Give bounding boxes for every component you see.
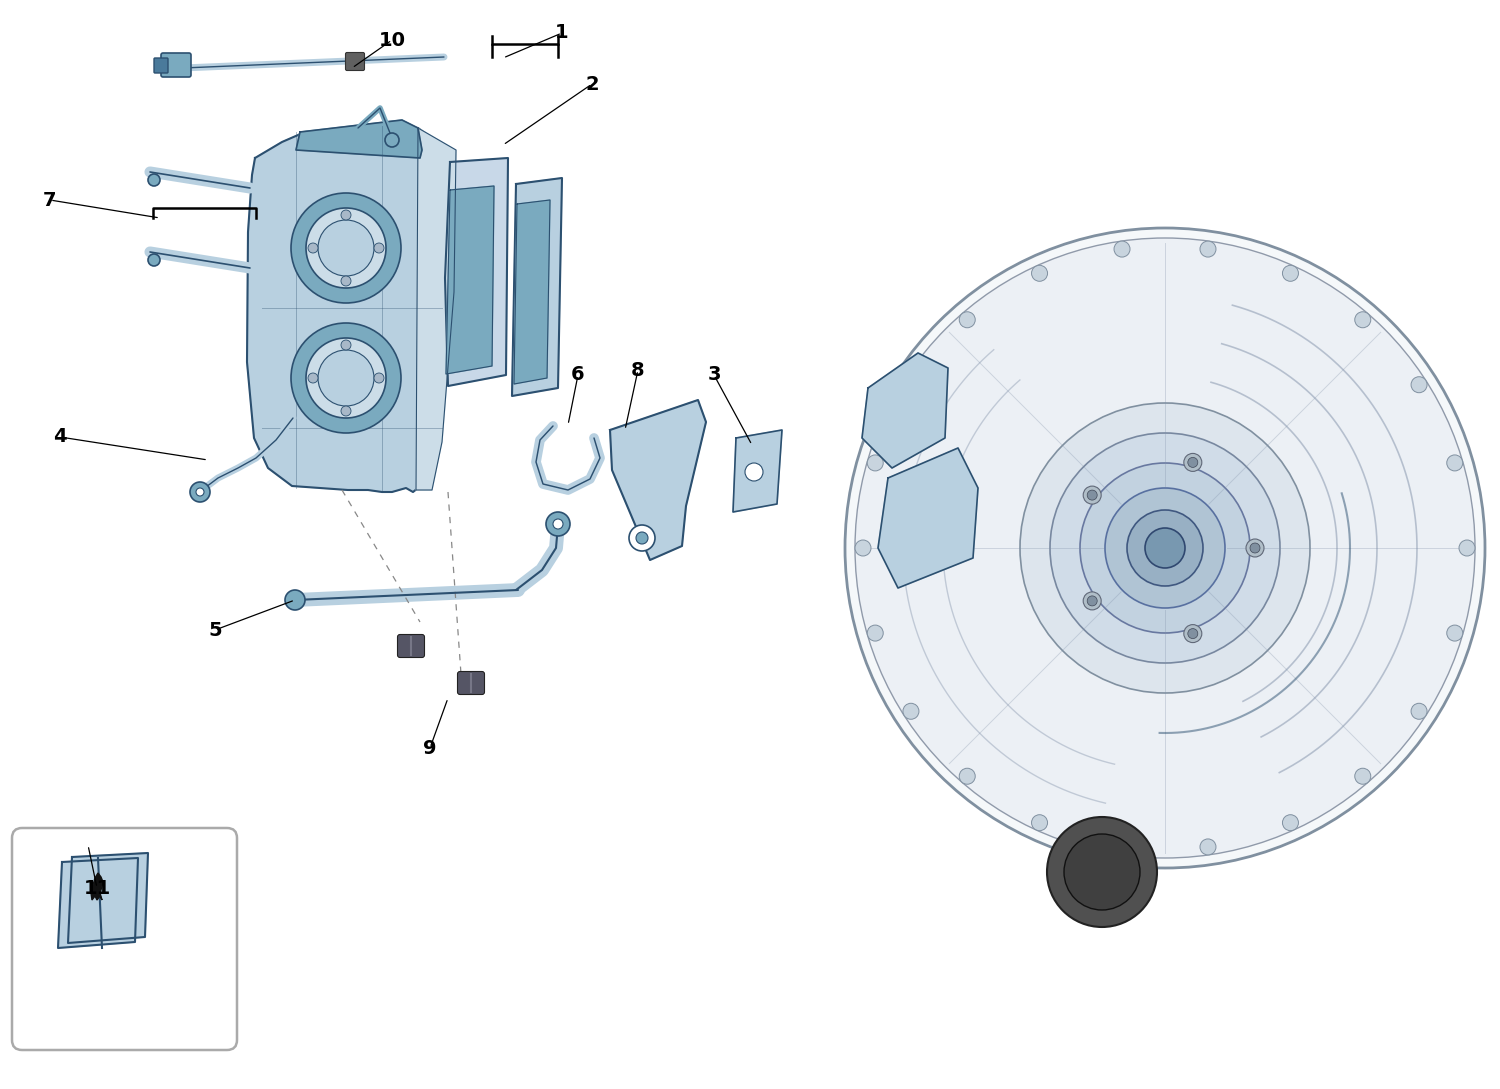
Circle shape — [1032, 266, 1047, 281]
Text: 10: 10 — [378, 30, 405, 49]
Circle shape — [1200, 839, 1216, 855]
Circle shape — [1282, 266, 1299, 281]
Circle shape — [1047, 817, 1156, 927]
Circle shape — [636, 533, 648, 544]
FancyBboxPatch shape — [458, 672, 484, 695]
Circle shape — [1448, 625, 1462, 641]
Polygon shape — [92, 873, 104, 900]
Circle shape — [903, 377, 920, 393]
Polygon shape — [512, 178, 562, 396]
Text: 6: 6 — [572, 366, 585, 384]
Circle shape — [546, 512, 570, 536]
Polygon shape — [862, 353, 948, 468]
Polygon shape — [878, 448, 978, 588]
Circle shape — [306, 208, 386, 287]
Circle shape — [1460, 540, 1474, 556]
Text: 1: 1 — [555, 24, 568, 42]
Text: 5: 5 — [209, 621, 222, 639]
Circle shape — [190, 482, 210, 502]
Circle shape — [1354, 311, 1371, 328]
Circle shape — [1412, 377, 1426, 393]
Circle shape — [1083, 592, 1101, 610]
Circle shape — [1448, 455, 1462, 470]
Circle shape — [291, 193, 400, 303]
Circle shape — [285, 590, 304, 610]
Polygon shape — [446, 158, 509, 386]
Circle shape — [1080, 463, 1250, 633]
Circle shape — [340, 340, 351, 350]
Circle shape — [1184, 625, 1202, 643]
Circle shape — [1200, 241, 1216, 257]
FancyBboxPatch shape — [398, 635, 424, 658]
Circle shape — [1114, 839, 1130, 855]
Circle shape — [148, 254, 160, 266]
Polygon shape — [416, 129, 456, 490]
Circle shape — [867, 455, 883, 470]
Circle shape — [340, 210, 351, 220]
Circle shape — [855, 540, 871, 556]
Circle shape — [867, 625, 883, 641]
Circle shape — [1188, 457, 1198, 467]
Circle shape — [554, 519, 562, 529]
Polygon shape — [610, 400, 706, 560]
Text: 9: 9 — [423, 738, 436, 758]
Circle shape — [1083, 486, 1101, 504]
Text: 4: 4 — [53, 428, 68, 446]
Circle shape — [628, 525, 656, 551]
Circle shape — [386, 133, 399, 147]
Circle shape — [1250, 543, 1260, 553]
Circle shape — [1064, 834, 1140, 910]
Circle shape — [308, 243, 318, 253]
Circle shape — [1412, 703, 1426, 719]
Polygon shape — [514, 200, 550, 384]
Circle shape — [318, 220, 374, 276]
Text: 7: 7 — [44, 191, 57, 209]
Circle shape — [1106, 488, 1226, 608]
Circle shape — [1088, 490, 1096, 500]
Circle shape — [291, 323, 400, 433]
Circle shape — [1246, 539, 1264, 556]
Circle shape — [855, 238, 1474, 858]
Circle shape — [340, 406, 351, 416]
Circle shape — [1114, 241, 1130, 257]
FancyBboxPatch shape — [345, 52, 364, 71]
Circle shape — [1184, 453, 1202, 472]
Polygon shape — [446, 186, 494, 374]
Circle shape — [903, 703, 920, 719]
Text: 11: 11 — [84, 879, 111, 897]
Circle shape — [746, 463, 764, 481]
Circle shape — [1020, 403, 1310, 693]
Circle shape — [1088, 596, 1096, 605]
Circle shape — [374, 374, 384, 383]
Circle shape — [958, 311, 975, 328]
FancyBboxPatch shape — [160, 53, 190, 77]
Circle shape — [1354, 768, 1371, 784]
Circle shape — [958, 768, 975, 784]
Circle shape — [340, 276, 351, 286]
Text: 8: 8 — [632, 360, 645, 379]
Circle shape — [1188, 628, 1198, 638]
Circle shape — [1282, 815, 1299, 831]
Circle shape — [1032, 815, 1047, 831]
Polygon shape — [68, 853, 148, 943]
Circle shape — [318, 350, 374, 406]
Text: 3: 3 — [708, 366, 720, 384]
Circle shape — [844, 228, 1485, 868]
Circle shape — [1050, 433, 1280, 663]
FancyBboxPatch shape — [154, 58, 168, 73]
Circle shape — [1126, 510, 1203, 586]
Polygon shape — [734, 430, 782, 512]
Circle shape — [1144, 528, 1185, 568]
FancyBboxPatch shape — [12, 828, 237, 1050]
Polygon shape — [58, 858, 138, 949]
Circle shape — [306, 338, 386, 418]
Polygon shape — [296, 120, 422, 158]
Polygon shape — [248, 129, 456, 492]
Circle shape — [374, 243, 384, 253]
Circle shape — [196, 488, 204, 495]
Text: 2: 2 — [585, 74, 598, 94]
Circle shape — [308, 374, 318, 383]
Circle shape — [148, 174, 160, 186]
